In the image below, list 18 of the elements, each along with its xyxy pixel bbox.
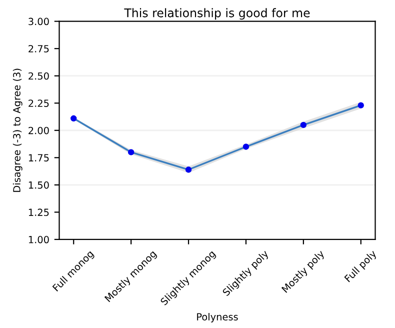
x-axis-title: Polyness bbox=[197, 312, 238, 322]
y-tick-label: 1.00 bbox=[28, 236, 49, 244]
point bbox=[185, 166, 192, 173]
y-tick-label: 2.25 bbox=[28, 100, 49, 107]
point bbox=[70, 115, 77, 122]
y-tick-label: 2.00 bbox=[28, 126, 49, 134]
y-tick-label: 1.50 bbox=[28, 181, 49, 189]
y-tick-label: 2.50 bbox=[28, 72, 49, 80]
point bbox=[300, 122, 307, 128]
y-tick-label: 1.75 bbox=[28, 154, 49, 162]
point bbox=[128, 149, 134, 156]
y-tick-label: 2.75 bbox=[28, 45, 49, 52]
y-axis-title: Disagree (-3) to Agree (3) bbox=[12, 68, 22, 192]
point bbox=[358, 102, 364, 108]
point bbox=[242, 144, 250, 150]
y-tick-label: 3.00 bbox=[28, 18, 49, 26]
chart-title: This relationship is good for me bbox=[124, 8, 310, 20]
y-tick-label: 1.25 bbox=[28, 208, 49, 216]
